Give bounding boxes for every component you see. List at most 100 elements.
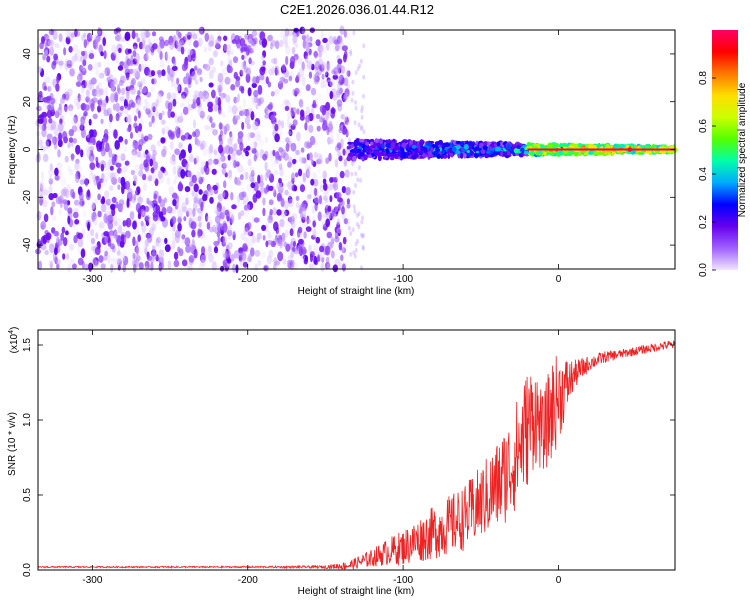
heatmap-cell bbox=[120, 153, 126, 161]
heatmap-cell bbox=[64, 188, 70, 199]
heatmap-cell bbox=[120, 253, 126, 263]
heatmap-cell bbox=[309, 186, 313, 197]
heatmap-cell bbox=[309, 253, 314, 263]
heatmap-cell bbox=[132, 142, 137, 149]
heatmap-cell bbox=[359, 58, 363, 64]
heatmap-cell bbox=[115, 113, 120, 122]
heatmap-cell bbox=[187, 207, 193, 216]
heatmap-cell bbox=[325, 63, 331, 73]
heatmap-cell bbox=[93, 129, 97, 138]
heatmap-cell bbox=[351, 227, 355, 233]
heatmap-cell bbox=[513, 148, 519, 154]
heatmap-cell bbox=[64, 155, 69, 163]
heatmap-cell bbox=[134, 102, 139, 108]
heatmap-cell bbox=[94, 90, 101, 97]
heatmap-cell bbox=[335, 44, 340, 52]
heatmap-cell bbox=[401, 142, 407, 148]
heatmap-cell bbox=[191, 94, 196, 102]
heatmap-cell bbox=[140, 64, 145, 71]
heatmap-cell bbox=[327, 81, 333, 87]
heatmap-cell bbox=[235, 180, 242, 186]
heatmap-cell bbox=[135, 94, 141, 105]
heatmap-cell bbox=[171, 239, 176, 250]
heatmap-cell bbox=[143, 231, 147, 238]
heatmap-cell bbox=[290, 249, 295, 259]
heatmap-cell bbox=[200, 201, 204, 212]
heatmap-cell bbox=[83, 104, 90, 112]
heatmap-cell bbox=[49, 46, 54, 56]
heatmap-cell bbox=[200, 252, 206, 263]
heatmap-cell bbox=[282, 72, 287, 78]
heatmap-cell bbox=[237, 131, 244, 139]
heatmap-cell bbox=[275, 151, 280, 161]
heatmap-cell bbox=[93, 61, 99, 70]
heatmap-cell bbox=[252, 76, 257, 85]
heatmap-cell bbox=[310, 63, 315, 71]
heatmap-cell bbox=[313, 194, 320, 204]
heatmap-cell bbox=[334, 158, 339, 168]
heatmap-cell bbox=[426, 142, 432, 147]
heatmap-cell bbox=[318, 52, 323, 58]
heatmap-cell bbox=[261, 38, 268, 48]
heatmap-cell bbox=[110, 203, 116, 210]
heatmap-cell bbox=[365, 141, 370, 146]
heatmap-cell bbox=[79, 179, 85, 185]
heatmap-cell bbox=[40, 221, 47, 230]
heatmap-cell bbox=[220, 94, 224, 102]
heatmap-cell bbox=[122, 255, 129, 266]
heatmap-cell bbox=[170, 80, 176, 88]
heatmap-cell bbox=[351, 79, 355, 85]
heatmap-cell bbox=[262, 153, 268, 161]
heatmap-cell bbox=[80, 34, 86, 42]
heatmap-cell bbox=[290, 142, 297, 152]
heatmap-cell bbox=[88, 79, 94, 85]
heatmap-cell bbox=[192, 207, 196, 217]
heatmap-cell bbox=[291, 221, 295, 230]
heatmap-cell bbox=[329, 237, 335, 243]
heatmap-cell bbox=[317, 44, 324, 53]
heatmap-cell bbox=[253, 89, 259, 98]
heatmap-cell bbox=[100, 163, 105, 172]
heatmap-cell bbox=[49, 260, 54, 269]
heatmap-cell bbox=[93, 219, 98, 226]
heatmap-cell bbox=[42, 102, 49, 112]
heatmap-cell bbox=[322, 195, 328, 201]
heatmap-cell bbox=[76, 101, 81, 110]
heatmap-cell bbox=[174, 84, 181, 92]
heatmap-cell bbox=[120, 176, 126, 187]
heatmap-cell bbox=[248, 57, 252, 65]
heatmap-cell bbox=[132, 188, 138, 198]
heatmap-cell bbox=[191, 103, 197, 109]
heatmap-cell bbox=[130, 169, 136, 176]
heatmap-cell bbox=[316, 125, 321, 132]
heatmap-cell bbox=[247, 231, 254, 237]
heatmap-cell bbox=[332, 95, 338, 101]
heatmap-cell bbox=[246, 183, 252, 192]
heatmap-cell bbox=[45, 232, 52, 241]
heatmap-cell bbox=[232, 56, 239, 64]
heatmap-cell bbox=[138, 144, 142, 152]
heatmap-cell bbox=[237, 211, 242, 220]
heatmap-cell bbox=[243, 227, 249, 236]
heatmap-cell bbox=[370, 141, 374, 146]
heatmap-cell bbox=[58, 60, 64, 66]
heatmap-cell bbox=[295, 195, 300, 201]
heatmap-cell bbox=[496, 141, 501, 147]
heatmap-cell bbox=[346, 83, 350, 90]
heatmap-cell bbox=[218, 144, 224, 154]
heatmap-cell bbox=[144, 214, 151, 221]
heatmap-cell bbox=[310, 178, 315, 186]
heatmap-cell bbox=[230, 49, 234, 56]
heatmap-cell bbox=[232, 263, 236, 273]
heatmap-cell bbox=[73, 207, 79, 214]
heatmap-cell bbox=[191, 174, 197, 184]
heatmap-cell bbox=[110, 235, 117, 244]
heatmap-cell bbox=[355, 221, 359, 227]
heatmap-cell bbox=[77, 246, 81, 255]
heatmap-cell bbox=[71, 116, 77, 127]
heatmap-cell bbox=[301, 34, 307, 41]
heatmap-cell bbox=[351, 161, 355, 167]
heatmap-cell bbox=[123, 98, 128, 109]
heatmap-cell bbox=[121, 87, 126, 96]
heatmap-cell bbox=[361, 215, 364, 221]
